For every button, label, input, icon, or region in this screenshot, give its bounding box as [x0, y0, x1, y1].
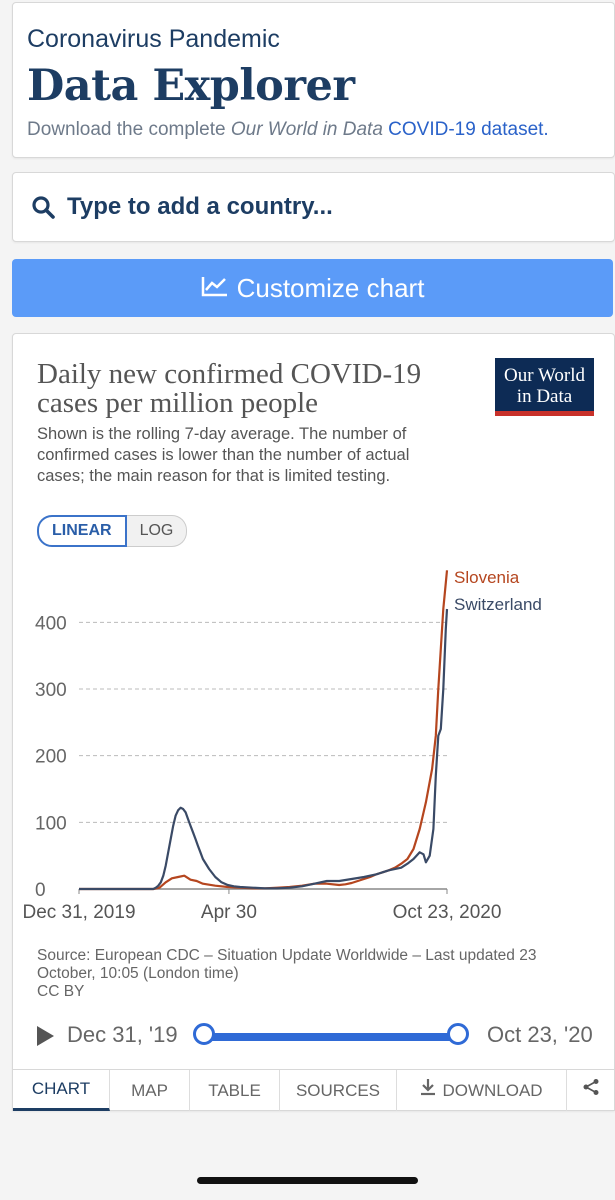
bottom-tabs: CHART MAP TABLE SOURCES DOWNLOAD: [13, 1069, 614, 1111]
subtitle-em: Our World in Data: [230, 119, 383, 140]
series-label-switzerland: Switzerland: [454, 595, 542, 614]
timeline-start-label: Dec 31, '19: [67, 1022, 178, 1047]
source-line: Source: European CDC – Situation Update …: [37, 947, 537, 982]
series-line-slovenia: [79, 570, 449, 891]
logo-line2: in Data: [516, 386, 573, 407]
page-title: Data Explorer: [27, 61, 355, 111]
chart-source: Source: European CDC – Situation Update …: [37, 947, 577, 1001]
y-tick-label: 300: [35, 680, 67, 701]
x-tick-label: Oct 23, 2020: [393, 902, 502, 923]
timeline-track[interactable]: [203, 1033, 459, 1041]
timeline-end-handle[interactable]: [447, 1023, 469, 1045]
search-input[interactable]: Type to add a country...: [67, 193, 333, 220]
download-label: DOWNLOAD: [442, 1080, 543, 1100]
pre-title: Coronavirus Pandemic: [27, 25, 280, 53]
y-tick-label: 100: [35, 813, 67, 834]
y-tick-label: 400: [35, 613, 67, 634]
y-tick-label: 0: [35, 880, 46, 901]
scale-log-button[interactable]: LOG: [126, 515, 188, 547]
tab-sources[interactable]: SOURCES: [280, 1070, 397, 1111]
share-icon: [582, 1071, 600, 1111]
chart-line-icon: [201, 273, 229, 304]
scale-toggle: LINEAR LOG: [37, 515, 188, 547]
scale-linear-button[interactable]: LINEAR: [37, 515, 127, 547]
license-line: CC BY: [37, 983, 85, 1000]
logo-line1: Our World: [504, 365, 585, 386]
download-icon: [420, 1071, 436, 1111]
tab-chart[interactable]: CHART: [13, 1070, 110, 1111]
x-tick-label: Apr 30: [201, 902, 257, 923]
search-box[interactable]: Type to add a country...: [12, 172, 615, 242]
line-chart: 0 100 200 300 400 Dec 31, 2019 Apr 30 Oct 23, 2…: [22, 568, 542, 923]
chart-card: Daily new confirmed COVID-19 cases per m…: [12, 333, 615, 1111]
timeline-end-label: Oct 23, '20: [487, 1022, 593, 1047]
customize-label: Customize chart: [236, 272, 425, 303]
search-icon: [31, 195, 57, 221]
tab-download[interactable]: DOWNLOAD: [397, 1070, 567, 1111]
subtitle-prefix: Download the complete: [27, 119, 231, 140]
timeline-start-handle[interactable]: [193, 1023, 215, 1045]
y-tick-label: 200: [35, 747, 67, 768]
dataset-link[interactable]: COVID-19 dataset.: [388, 119, 549, 140]
chart-title: Daily new confirmed COVID-19 cases per m…: [37, 358, 422, 419]
series-label-slovenia: Slovenia: [454, 568, 520, 587]
series-line-switzerland: [79, 608, 449, 891]
chart-subtitle: Shown is the rolling 7-day average. The …: [37, 425, 410, 485]
tab-map[interactable]: MAP: [110, 1070, 190, 1111]
header-card: Coronavirus Pandemic Data Explorer Downl…: [12, 2, 615, 158]
logo-red-bar: [495, 411, 594, 416]
header-subtitle: Download the complete Our World in Data …: [27, 119, 549, 141]
tab-share[interactable]: [567, 1070, 614, 1111]
customize-chart-button[interactable]: Customize chart: [12, 259, 613, 317]
play-icon[interactable]: [35, 1025, 55, 1047]
home-indicator: [197, 1177, 418, 1184]
timeline: Dec 31, '19 Oct 23, '20: [13, 1014, 614, 1058]
x-tick-label: Dec 31, 2019: [22, 902, 135, 923]
owid-logo[interactable]: Our World in Data: [495, 358, 594, 416]
tab-table[interactable]: TABLE: [190, 1070, 280, 1111]
